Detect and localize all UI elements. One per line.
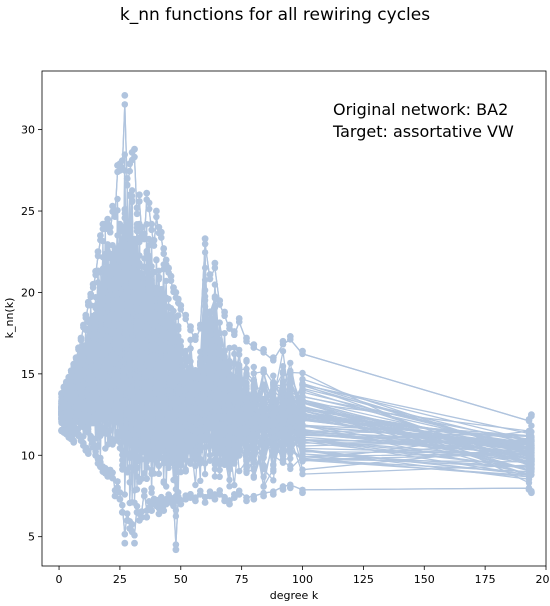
data-point (160, 250, 167, 257)
data-point (211, 264, 219, 272)
data-point (148, 489, 155, 496)
data-point (114, 478, 121, 485)
data-point (250, 370, 257, 377)
data-point (153, 213, 160, 221)
data-point (128, 187, 136, 194)
data-point (260, 465, 267, 473)
data-point (231, 344, 238, 351)
data-point (226, 344, 233, 352)
data-point (153, 256, 160, 263)
data-point (236, 346, 243, 354)
data-point (221, 330, 228, 337)
data-point (243, 464, 250, 471)
data-point (270, 372, 277, 379)
data-point (192, 481, 199, 489)
data-point (197, 460, 204, 467)
data-point (145, 242, 153, 249)
data-point (250, 363, 257, 371)
data-point (211, 304, 219, 312)
data-point (175, 326, 182, 333)
data-point (136, 198, 143, 205)
data-point (197, 477, 204, 484)
data-point (206, 451, 214, 459)
data-point (279, 370, 287, 377)
data-point (216, 473, 223, 480)
data-point (201, 240, 209, 248)
data-point (279, 348, 287, 355)
data-point (107, 229, 114, 236)
data-point (226, 476, 233, 484)
data-point (226, 483, 233, 490)
data-point (143, 221, 150, 228)
data-point (270, 477, 277, 484)
data-point (119, 502, 126, 509)
data-point (121, 101, 128, 108)
data-point (206, 442, 214, 449)
data-point (148, 226, 155, 233)
plot-series (58, 92, 535, 554)
data-point (231, 481, 238, 489)
data-point (141, 487, 148, 494)
data-point (155, 276, 163, 283)
data-point (121, 491, 128, 498)
data-point (260, 368, 267, 375)
data-point (172, 541, 180, 548)
data-point (299, 369, 306, 377)
data-point (172, 513, 180, 520)
data-point (211, 473, 219, 480)
chart-title: k_nn functions for all rewiring cycles (120, 5, 430, 25)
data-point (206, 457, 214, 464)
data-point (211, 281, 219, 288)
data-point (236, 467, 243, 475)
data-point (158, 493, 165, 501)
data-point (111, 213, 119, 220)
data-point (206, 308, 214, 315)
data-point (201, 249, 209, 256)
data-point (158, 234, 165, 241)
data-point (126, 167, 133, 175)
data-point (145, 205, 153, 213)
data-point (138, 475, 145, 482)
data-point (287, 359, 294, 367)
data-point (182, 347, 189, 355)
data-point (121, 531, 128, 538)
data-point (133, 210, 141, 218)
